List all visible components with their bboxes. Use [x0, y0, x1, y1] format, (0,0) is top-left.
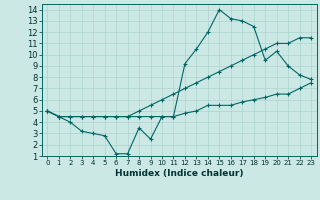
X-axis label: Humidex (Indice chaleur): Humidex (Indice chaleur) [115, 169, 244, 178]
